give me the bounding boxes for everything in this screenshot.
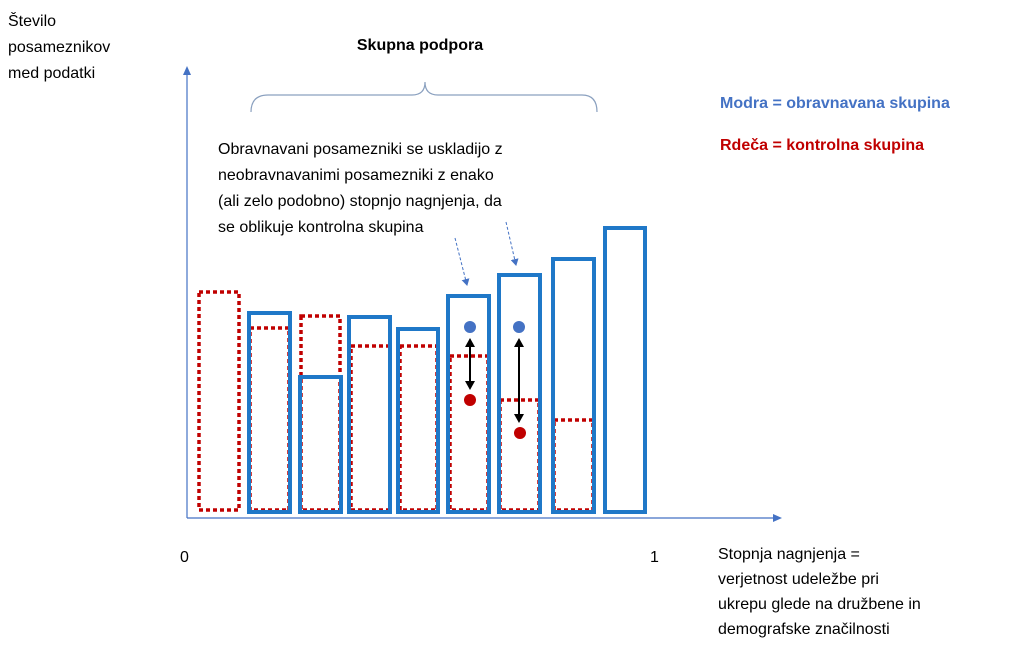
brace [250,81,598,113]
y-axis-label: med podatki [8,65,95,82]
treated-bar [298,375,343,514]
x-tick-label: 0 [180,549,189,566]
pointer [505,221,519,266]
annotation: Obravnavani posamezniki se uskladijo z [218,141,503,158]
x-tick-label: 1 [650,549,659,566]
x-axis-label: Stopnja nagnjenja = [718,546,860,563]
treated-bar [551,257,596,514]
treated-bar [603,226,647,514]
y-axis-label: Število [8,11,56,30]
control-bar [248,326,291,512]
treated-dot [513,321,525,333]
x-axis-label: demografske značilnosti [718,621,890,638]
treated-bar [247,311,292,514]
control-bar [398,344,439,512]
control-bar [552,418,595,512]
treated-bar [396,327,440,514]
treated-dot [464,321,476,333]
x-axis-label: ukrepu glede na družbene in [718,596,921,613]
control-bar [299,314,342,512]
treated-bar [446,294,491,514]
control-dot [514,427,526,439]
control-bar [197,290,241,512]
x-axis-label: verjetnost udeležbe pri [718,571,879,588]
treated-bar [497,273,542,514]
legend-treated: Modra = obravnavana skupina [720,95,950,112]
y-axis-label: posameznikov [8,39,110,56]
legend-control: Rdeča = kontrolna skupina [720,137,924,154]
control-dot [464,394,476,406]
pointer [454,237,470,286]
annotation: se oblikuje kontrolna skupina [218,219,424,236]
annotation: neobravnavanimi posamezniki z enako [218,167,494,184]
control-bar [349,344,392,512]
annotation: (ali zelo podobno) stopnjo nagnjenja, da [218,193,502,210]
treated-bar [347,315,392,514]
title: Skupna podpora [357,37,483,54]
